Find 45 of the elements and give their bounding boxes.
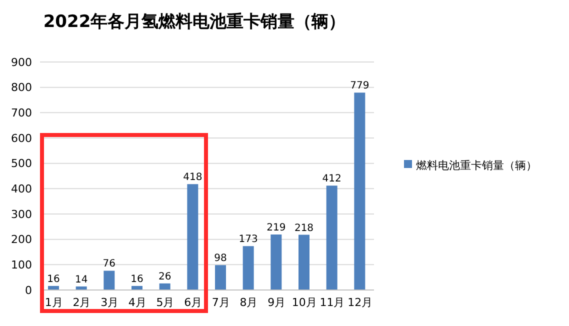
x-tick-label: 10月 — [292, 296, 317, 309]
y-tick-label: 300 — [11, 208, 32, 221]
bar — [104, 270, 115, 290]
y-tick-label: 400 — [11, 182, 32, 196]
x-tick-label: 5月 — [156, 296, 174, 309]
data-label: 16 — [130, 274, 144, 285]
bar — [270, 234, 282, 290]
data-label: 219 — [266, 222, 286, 234]
data-label: 779 — [350, 80, 370, 92]
x-tick-label: 7月 — [212, 296, 230, 309]
bar — [242, 246, 254, 290]
data-label: 26 — [158, 271, 172, 282]
data-label: 173 — [238, 234, 258, 246]
data-label: 98 — [214, 253, 227, 264]
chart-title: 2022年各月氢燃料电池重卡销量（辆） — [42, 11, 347, 33]
data-label: 16 — [47, 274, 60, 285]
data-label: 412 — [322, 174, 342, 185]
bar — [354, 92, 366, 290]
data-label: 418 — [183, 172, 202, 184]
x-tick-label: 1月 — [44, 296, 63, 309]
y-tick-label: 0 — [25, 284, 32, 297]
x-tick-label: 11月 — [320, 296, 345, 309]
y-tick-label: 700 — [11, 106, 32, 120]
y-tick-label: 900 — [11, 56, 32, 69]
x-tick-label: 2月 — [72, 296, 91, 309]
y-tick-label: 800 — [11, 81, 32, 94]
x-tick-label: 3月 — [100, 296, 119, 309]
bar — [215, 265, 226, 290]
bar — [159, 283, 170, 290]
x-tick-label: 12月 — [348, 296, 373, 309]
x-tick-label: 9月 — [268, 296, 286, 309]
x-tick-label: 8月 — [240, 296, 258, 309]
y-tick-label: 200 — [11, 233, 32, 246]
bar — [298, 234, 310, 290]
legend-label: 燃料电池重卡销量（辆） — [416, 158, 537, 172]
data-label: 218 — [294, 222, 314, 234]
x-tick-label: 4月 — [128, 296, 146, 309]
y-tick-label: 500 — [11, 157, 32, 170]
data-label: 14 — [74, 274, 88, 286]
y-tick-label: 100 — [11, 258, 32, 272]
y-tick-label: 600 — [11, 132, 32, 145]
data-label: 76 — [102, 258, 116, 270]
x-tick-label: 6月 — [184, 296, 202, 309]
bar — [326, 186, 338, 290]
bar — [187, 184, 198, 290]
